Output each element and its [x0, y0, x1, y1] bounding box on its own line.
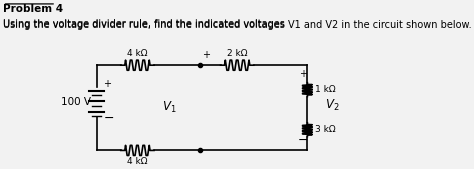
Text: 4 kΩ: 4 kΩ — [127, 157, 148, 166]
Text: Using the voltage divider rule, find the indicated voltages V1 and V2 in the cir: Using the voltage divider rule, find the… — [2, 20, 471, 30]
Text: 3 kΩ: 3 kΩ — [315, 125, 336, 134]
Text: −: − — [298, 134, 308, 147]
Text: +: + — [103, 79, 111, 89]
Text: Problem 4: Problem 4 — [2, 4, 63, 14]
Text: 2 kΩ: 2 kΩ — [227, 49, 247, 58]
Text: $V_1$: $V_1$ — [162, 100, 176, 115]
Text: +: + — [202, 50, 210, 60]
Text: Using the voltage divider rule, find the indicated voltages: Using the voltage divider rule, find the… — [2, 19, 288, 29]
Text: 4 kΩ: 4 kΩ — [127, 49, 148, 58]
Text: −: − — [103, 112, 114, 125]
Text: 1 kΩ: 1 kΩ — [315, 85, 336, 94]
Text: $V_2$: $V_2$ — [325, 98, 340, 113]
Text: +: + — [299, 69, 307, 79]
Text: 100 V: 100 V — [61, 97, 91, 107]
